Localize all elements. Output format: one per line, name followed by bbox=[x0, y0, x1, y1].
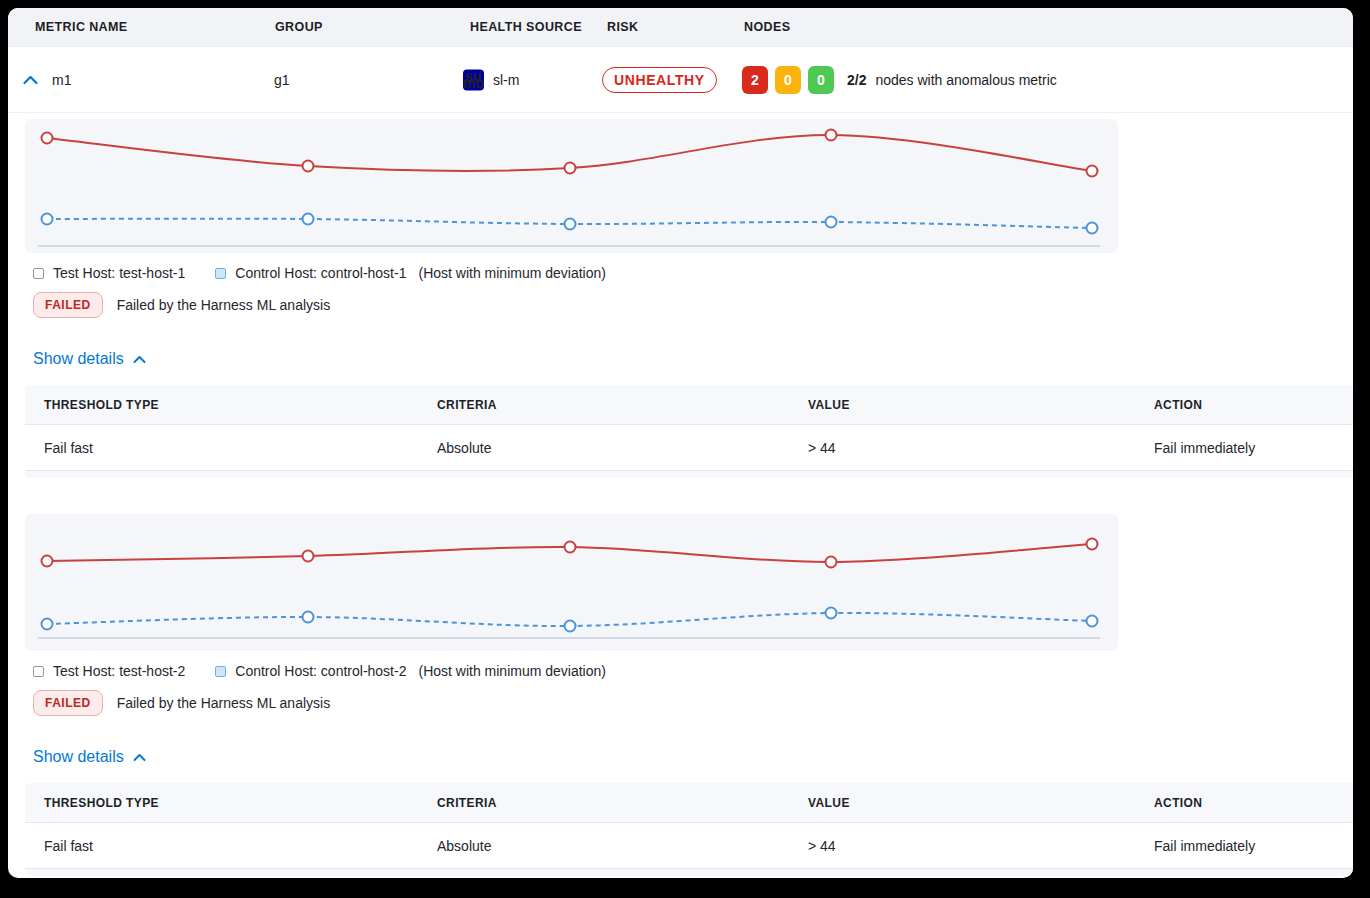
analysis-status-row: FAILED Failed by the Harness ML analysis bbox=[33, 689, 1353, 717]
test-host-swatch-icon bbox=[33, 666, 44, 677]
chart-legend-host-2: Test Host: test-host-2 Control Host: con… bbox=[33, 661, 1353, 681]
health-source-value: sl-m bbox=[493, 72, 519, 88]
cell-value: > 44 bbox=[808, 838, 1154, 854]
threshold-table-header: THRESHOLD TYPE CRITERIA VALUE ACTION bbox=[25, 783, 1353, 823]
metric-row: m1 g1 su mo sl-m UNHEALTHY 2 0 0 2/2 nod… bbox=[8, 47, 1353, 113]
col-header-group: GROUP bbox=[275, 20, 323, 34]
th-action: ACTION bbox=[1154, 796, 1353, 810]
cell-action: Fail immediately bbox=[1154, 440, 1353, 456]
th-criteria: CRITERIA bbox=[437, 796, 808, 810]
th-action: ACTION bbox=[1154, 398, 1353, 412]
cell-criteria: Absolute bbox=[437, 440, 808, 456]
collapse-row-chevron-up-icon[interactable] bbox=[23, 75, 38, 85]
failed-status-badge: FAILED bbox=[33, 292, 103, 318]
nodes-summary: 2 0 0 2/2 nodes with anomalous metric bbox=[742, 66, 1057, 94]
col-header-metric-name: METRIC NAME bbox=[35, 20, 128, 34]
control-host-label: Control Host: control-host-2 bbox=[235, 663, 406, 679]
minimum-deviation-note: (Host with minimum deviation) bbox=[418, 265, 606, 281]
threshold-table-footer bbox=[25, 471, 1353, 478]
control-host-swatch-icon bbox=[215, 666, 226, 677]
test-host-label: Test Host: test-host-1 bbox=[53, 265, 185, 281]
metrics-analysis-panel: METRIC NAME GROUP HEALTH SOURCE RISK NOD… bbox=[8, 8, 1353, 878]
analysis-status-message: Failed by the Harness ML analysis bbox=[117, 695, 330, 711]
cell-criteria: Absolute bbox=[437, 838, 808, 854]
col-header-health-source: HEALTH SOURCE bbox=[470, 20, 582, 34]
test-host-swatch-icon bbox=[33, 268, 44, 279]
control-host-label: Control Host: control-host-1 bbox=[235, 265, 406, 281]
cell-threshold-type: Fail fast bbox=[44, 440, 437, 456]
th-value: VALUE bbox=[808, 796, 1154, 810]
th-criteria: CRITERIA bbox=[437, 398, 808, 412]
control-host-swatch-icon bbox=[215, 268, 226, 279]
timeseries-chart-panel-host-2 bbox=[25, 514, 1118, 651]
legend-item-test-host[interactable]: Test Host: test-host-1 bbox=[33, 265, 185, 281]
cell-threshold-type: Fail fast bbox=[44, 838, 437, 854]
group-value: g1 bbox=[274, 72, 290, 88]
test-host-label: Test Host: test-host-2 bbox=[53, 663, 185, 679]
risk-status-badge: UNHEALTHY bbox=[602, 67, 717, 93]
threshold-table: THRESHOLD TYPE CRITERIA VALUE ACTION Fai… bbox=[25, 783, 1353, 876]
table-header-band: METRIC NAME GROUP HEALTH SOURCE RISK NOD… bbox=[8, 8, 1353, 47]
col-header-nodes: NODES bbox=[744, 20, 790, 34]
show-details-link[interactable]: Show details bbox=[33, 747, 146, 767]
col-header-risk: RISK bbox=[607, 20, 638, 34]
minimum-deviation-note: (Host with minimum deviation) bbox=[418, 663, 606, 679]
th-threshold-type: THRESHOLD TYPE bbox=[44, 398, 437, 412]
chevron-up-icon bbox=[133, 355, 146, 364]
timeseries-chart-panel-host-1 bbox=[25, 119, 1118, 253]
cell-value: > 44 bbox=[808, 440, 1154, 456]
chart-legend-host-1: Test Host: test-host-1 Control Host: con… bbox=[33, 263, 1353, 283]
legend-item-test-host[interactable]: Test Host: test-host-2 bbox=[33, 663, 185, 679]
analysis-status-message: Failed by the Harness ML analysis bbox=[117, 297, 330, 313]
metric-name-value: m1 bbox=[52, 72, 71, 88]
timeseries-chart-host-2[interactable] bbox=[25, 514, 1118, 651]
threshold-table-row: Fail fast Absolute > 44 Fail immediately bbox=[25, 425, 1353, 471]
threshold-table-footer bbox=[25, 869, 1353, 876]
healthy-nodes-count-badge: 0 bbox=[808, 66, 834, 94]
show-details-label: Show details bbox=[33, 748, 124, 766]
warning-nodes-count-badge: 0 bbox=[775, 66, 801, 94]
sumo-icon-text-bottom: mo bbox=[463, 80, 484, 87]
anomalous-nodes-ratio: 2/2 bbox=[847, 72, 866, 88]
threshold-table: THRESHOLD TYPE CRITERIA VALUE ACTION Fai… bbox=[25, 385, 1353, 478]
th-threshold-type: THRESHOLD TYPE bbox=[44, 796, 437, 810]
analysis-status-row: FAILED Failed by the Harness ML analysis bbox=[33, 291, 1353, 319]
timeseries-chart-host-1[interactable] bbox=[25, 119, 1118, 253]
legend-item-control-host[interactable]: Control Host: control-host-1 bbox=[215, 265, 406, 281]
chevron-up-icon bbox=[133, 753, 146, 762]
show-details-link[interactable]: Show details bbox=[33, 349, 146, 369]
cell-action: Fail immediately bbox=[1154, 838, 1353, 854]
expanded-content: Test Host: test-host-1 Control Host: con… bbox=[8, 113, 1353, 876]
th-value: VALUE bbox=[808, 398, 1154, 412]
unhealthy-nodes-count-badge: 2 bbox=[742, 66, 768, 94]
show-details-label: Show details bbox=[33, 350, 124, 368]
threshold-table-header: THRESHOLD TYPE CRITERIA VALUE ACTION bbox=[25, 385, 1353, 425]
anomalous-nodes-label: nodes with anomalous metric bbox=[875, 72, 1056, 88]
sumo-logic-icon: su mo bbox=[463, 69, 484, 90]
legend-item-control-host[interactable]: Control Host: control-host-2 bbox=[215, 663, 406, 679]
threshold-table-row: Fail fast Absolute > 44 Fail immediately bbox=[25, 823, 1353, 869]
failed-status-badge: FAILED bbox=[33, 690, 103, 716]
